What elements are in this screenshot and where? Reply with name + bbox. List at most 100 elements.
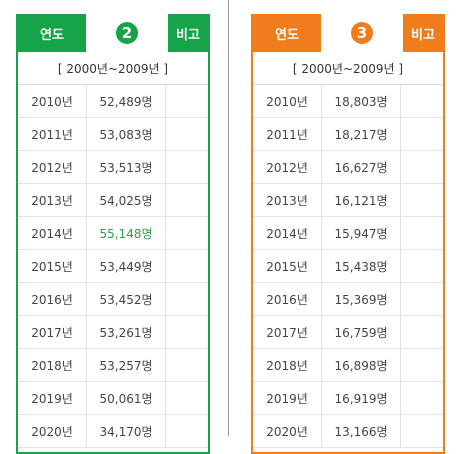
value-cell: 15,438명 — [322, 250, 401, 282]
table-row: 2014년 15,947명 — [253, 217, 443, 250]
value-cell: 53,083명 — [87, 118, 166, 150]
note-cell — [401, 283, 443, 315]
table-body: 2010년 52,489명 2011년 53,083명 2012년 53,513명 2013… — [18, 85, 208, 448]
year-cell: 2011년 — [18, 118, 87, 150]
year-cell: 2014년 — [253, 217, 322, 249]
value-cell: 34,170명 — [87, 415, 166, 447]
value-cell: 13,166명 — [322, 415, 401, 447]
note-cell — [166, 85, 208, 117]
number-badge: 2 — [116, 22, 138, 44]
value-cell: 54,025명 — [87, 184, 166, 216]
table-row: 2015년 15,438명 — [253, 250, 443, 283]
value-cell: 16,121명 — [322, 184, 401, 216]
note-cell — [401, 316, 443, 348]
header-year: 연도 — [253, 14, 321, 52]
note-cell — [401, 151, 443, 183]
table-row: 2018년 53,257명 — [18, 349, 208, 382]
note-cell — [401, 250, 443, 282]
note-cell — [401, 85, 443, 117]
year-cell: 2020년 — [18, 415, 87, 447]
value-cell: 53,452명 — [87, 283, 166, 315]
year-cell: 2010년 — [18, 85, 87, 117]
right-stats-table: 연도 3 비고 [ 2000년~2009년 ] 2010년 18,803명 2011… — [251, 14, 445, 454]
note-cell — [401, 118, 443, 150]
value-cell: 53,513명 — [87, 151, 166, 183]
table-row: 2018년 16,898명 — [253, 349, 443, 382]
header-note: 비고 — [403, 14, 443, 52]
table-row: 2010년 52,489명 — [18, 85, 208, 118]
value-cell: 16,919명 — [322, 382, 401, 414]
year-cell: 2012년 — [253, 151, 322, 183]
year-cell: 2019년 — [18, 382, 87, 414]
value-cell: 16,627명 — [322, 151, 401, 183]
header-badge-cell: 3 — [321, 14, 403, 52]
table-row: 2011년 53,083명 — [18, 118, 208, 151]
table-row: 2013년 54,025명 — [18, 184, 208, 217]
year-cell: 2012년 — [18, 151, 87, 183]
year-cell: 2011년 — [253, 118, 322, 150]
table-row: 2012년 53,513명 — [18, 151, 208, 184]
year-cell: 2017년 — [253, 316, 322, 348]
table-row: 2010년 18,803명 — [253, 85, 443, 118]
note-cell — [166, 118, 208, 150]
note-cell — [401, 415, 443, 447]
note-cell — [401, 382, 443, 414]
value-cell: 18,217명 — [322, 118, 401, 150]
year-cell: 2013년 — [18, 184, 87, 216]
note-cell — [166, 415, 208, 447]
value-cell: 50,061명 — [87, 382, 166, 414]
header-year: 연도 — [18, 14, 86, 52]
table-row: 2016년 53,452명 — [18, 283, 208, 316]
table-header: 연도 2 비고 — [18, 14, 208, 52]
table-row: 2017년 16,759명 — [253, 316, 443, 349]
number-badge: 3 — [351, 22, 373, 44]
table-body: 2010년 18,803명 2011년 18,217명 2012년 16,627명 2013… — [253, 85, 443, 448]
value-cell: 15,947명 — [322, 217, 401, 249]
panel-divider — [228, 0, 229, 436]
year-cell: 2018년 — [253, 349, 322, 381]
note-cell — [401, 217, 443, 249]
value-cell: 53,257명 — [87, 349, 166, 381]
note-cell — [166, 316, 208, 348]
table-row: 2019년 50,061명 — [18, 382, 208, 415]
table-row: 2020년 13,166명 — [253, 415, 443, 448]
value-cell: 53,261명 — [87, 316, 166, 348]
table-row: 2019년 16,919명 — [253, 382, 443, 415]
table-row: 2014년 55,148명 — [18, 217, 208, 250]
value-cell: 55,148명 — [87, 217, 166, 249]
note-cell — [166, 217, 208, 249]
note-cell — [166, 283, 208, 315]
table-row: 2011년 18,217명 — [253, 118, 443, 151]
table-row: 2013년 16,121명 — [253, 184, 443, 217]
value-cell: 16,898명 — [322, 349, 401, 381]
year-cell: 2010년 — [253, 85, 322, 117]
year-cell: 2018년 — [18, 349, 87, 381]
note-cell — [166, 349, 208, 381]
table-header: 연도 3 비고 — [253, 14, 443, 52]
header-note: 비고 — [168, 14, 208, 52]
year-cell: 2020년 — [253, 415, 322, 447]
year-cell: 2016년 — [18, 283, 87, 315]
note-cell — [401, 184, 443, 216]
year-cell: 2016년 — [253, 283, 322, 315]
value-cell: 18,803명 — [322, 85, 401, 117]
range-label: [ 2000년~2009년 ] — [18, 52, 208, 85]
header-badge-cell: 2 — [86, 14, 168, 52]
value-cell: 16,759명 — [322, 316, 401, 348]
note-cell — [166, 151, 208, 183]
range-label: [ 2000년~2009년 ] — [253, 52, 443, 85]
year-cell: 2015년 — [18, 250, 87, 282]
year-cell: 2013년 — [253, 184, 322, 216]
year-cell: 2017년 — [18, 316, 87, 348]
year-cell: 2014년 — [18, 217, 87, 249]
note-cell — [401, 349, 443, 381]
note-cell — [166, 184, 208, 216]
note-cell — [166, 382, 208, 414]
note-cell — [166, 250, 208, 282]
table-row: 2015년 53,449명 — [18, 250, 208, 283]
year-cell: 2015년 — [253, 250, 322, 282]
value-cell: 53,449명 — [87, 250, 166, 282]
table-row: 2012년 16,627명 — [253, 151, 443, 184]
value-cell: 52,489명 — [87, 85, 166, 117]
left-stats-table: 연도 2 비고 [ 2000년~2009년 ] 2010년 52,489명 2011… — [16, 14, 210, 454]
